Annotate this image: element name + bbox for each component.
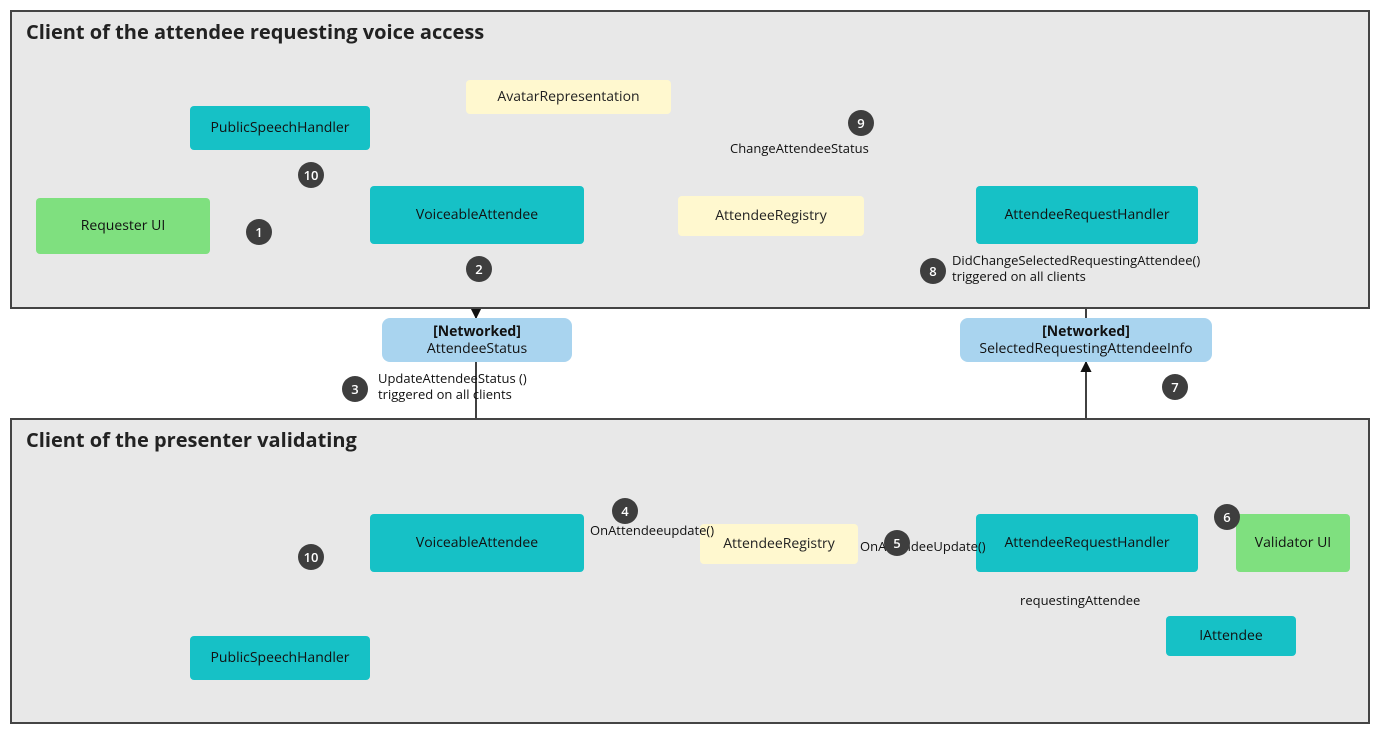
node-networked_selReqInfo: [Networked]SelectedRequestingAttendeeInf… — [960, 318, 1212, 362]
node-top_attendeeRegistry: AttendeeRegistry — [678, 196, 864, 236]
node-networked_attStatus: [Networked]AttendeeStatus — [382, 318, 572, 362]
step-badge-5: 5 — [884, 530, 910, 556]
node-bot_attendeeReqHandler: AttendeeRequestHandler — [976, 514, 1198, 572]
step-badge-9: 9 — [848, 110, 874, 136]
node-top_avatarRep: AvatarRepresentation — [466, 80, 671, 114]
step-badge-8: 8 — [920, 258, 946, 284]
edge-label-l5: OnAttendeeUpdate() — [860, 538, 986, 554]
node-top_requesterUI: Requester UI — [36, 198, 210, 254]
edge-label-l3: UpdateAttendeeStatus () triggered on all… — [378, 370, 527, 403]
edge-label-l4: OnAttendeeupdate() — [590, 522, 714, 538]
node-bot_publicSpeechHandler: PublicSpeechHandler — [190, 636, 370, 680]
node-line1: [Networked] — [433, 322, 521, 341]
edge-label-l9: ChangeAttendeeStatus — [730, 140, 869, 156]
node-line1: [Networked] — [1042, 322, 1130, 341]
node-bot_voiceableAttendee: VoiceableAttendee — [370, 514, 584, 572]
edge-label-l8: DidChangeSelectedRequestingAttendee() tr… — [952, 252, 1200, 285]
node-top_publicSpeechHandler: PublicSpeechHandler — [190, 106, 370, 150]
step-badge-4: 4 — [612, 498, 638, 524]
step-badge-2: 2 — [466, 256, 492, 282]
step-badge-1: 1 — [246, 219, 272, 245]
node-bot_validatorUI: Validator UI — [1236, 514, 1350, 572]
node-bot_IAttendee: IAttendee — [1166, 616, 1296, 656]
node-line2: SelectedRequestingAttendeeInfo — [979, 339, 1192, 358]
edge-label-lreq: requestingAttendee — [1020, 592, 1140, 608]
node-top_voiceableAttendee: VoiceableAttendee — [370, 186, 584, 244]
step-badge-10: 10 — [298, 162, 324, 188]
step-badge-7: 7 — [1162, 374, 1188, 400]
step-badge-6: 6 — [1214, 504, 1240, 530]
node-top_attendeeReqHandler: AttendeeRequestHandler — [976, 186, 1198, 244]
node-line2: AttendeeStatus — [427, 339, 527, 358]
panel-title-bottom: Client of the presenter validating — [26, 426, 357, 453]
panel-title-top: Client of the attendee requesting voice … — [26, 18, 484, 45]
step-badge-3: 3 — [342, 376, 368, 402]
step-badge-10: 10 — [298, 544, 324, 570]
node-bot_attendeeRegistry: AttendeeRegistry — [700, 524, 858, 564]
